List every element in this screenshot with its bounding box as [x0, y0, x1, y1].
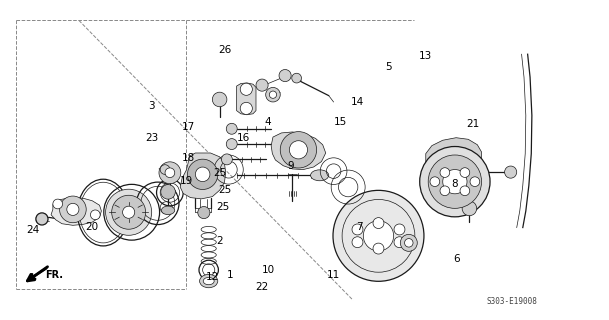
Text: 5: 5	[385, 62, 392, 72]
Text: 18: 18	[181, 153, 195, 164]
Circle shape	[440, 168, 449, 177]
Text: 19: 19	[180, 176, 193, 186]
Polygon shape	[271, 132, 326, 170]
Text: 15: 15	[334, 117, 348, 127]
Ellipse shape	[200, 275, 218, 288]
Text: 13: 13	[419, 52, 432, 61]
Circle shape	[60, 196, 86, 223]
Text: 25: 25	[216, 202, 229, 212]
Circle shape	[195, 167, 210, 182]
Circle shape	[91, 210, 100, 220]
Circle shape	[364, 221, 393, 251]
Circle shape	[352, 237, 363, 248]
Circle shape	[67, 203, 79, 215]
Polygon shape	[236, 83, 256, 115]
Text: 25: 25	[213, 168, 226, 178]
Text: 2: 2	[216, 236, 223, 246]
Text: 9: 9	[288, 161, 295, 171]
Circle shape	[161, 185, 175, 199]
Circle shape	[222, 154, 233, 165]
Circle shape	[122, 206, 135, 218]
Text: 10: 10	[261, 265, 275, 275]
Circle shape	[460, 168, 470, 177]
Circle shape	[470, 177, 480, 187]
Circle shape	[160, 165, 170, 174]
Circle shape	[188, 159, 218, 189]
Circle shape	[352, 224, 363, 235]
Circle shape	[460, 186, 470, 196]
Circle shape	[289, 141, 308, 159]
Text: 11: 11	[327, 270, 340, 280]
Text: 8: 8	[451, 179, 458, 189]
Ellipse shape	[311, 170, 329, 181]
Text: 24: 24	[26, 225, 40, 235]
Text: 23: 23	[145, 133, 158, 143]
Circle shape	[111, 195, 146, 229]
Circle shape	[256, 79, 268, 91]
Text: 21: 21	[466, 119, 480, 129]
Text: 17: 17	[181, 122, 195, 132]
Circle shape	[394, 224, 405, 235]
Circle shape	[462, 201, 477, 216]
Circle shape	[420, 147, 490, 217]
Text: 20: 20	[86, 222, 99, 232]
Text: 16: 16	[238, 133, 250, 143]
Circle shape	[240, 102, 252, 115]
Text: 4: 4	[265, 117, 272, 127]
Circle shape	[266, 87, 280, 102]
Text: 14: 14	[351, 97, 364, 107]
Polygon shape	[51, 197, 101, 225]
Circle shape	[53, 199, 63, 209]
Circle shape	[279, 69, 291, 82]
Polygon shape	[180, 153, 226, 199]
Circle shape	[198, 206, 210, 219]
Circle shape	[430, 177, 440, 187]
Circle shape	[333, 190, 424, 281]
Circle shape	[443, 170, 467, 194]
Circle shape	[400, 234, 417, 251]
Text: 1: 1	[227, 270, 234, 280]
Circle shape	[165, 168, 175, 178]
Circle shape	[227, 139, 237, 149]
Circle shape	[213, 92, 227, 107]
Circle shape	[36, 213, 48, 225]
Circle shape	[292, 73, 301, 83]
Text: 7: 7	[356, 222, 362, 232]
Text: S303-E19008: S303-E19008	[487, 297, 537, 306]
Text: 6: 6	[452, 254, 459, 264]
Circle shape	[505, 166, 516, 178]
Text: 25: 25	[218, 185, 231, 195]
Polygon shape	[426, 138, 482, 201]
Circle shape	[404, 239, 413, 247]
Circle shape	[373, 218, 384, 228]
Circle shape	[105, 189, 152, 235]
Circle shape	[159, 162, 181, 184]
Text: FR.: FR.	[45, 270, 63, 280]
Text: 22: 22	[255, 282, 269, 292]
Ellipse shape	[161, 206, 175, 215]
Text: 3: 3	[149, 101, 155, 111]
Circle shape	[280, 132, 317, 168]
Circle shape	[373, 243, 384, 254]
Text: 12: 12	[206, 272, 219, 282]
Circle shape	[240, 83, 252, 95]
Circle shape	[428, 155, 482, 208]
Circle shape	[394, 237, 405, 248]
Text: 26: 26	[218, 45, 231, 55]
Circle shape	[269, 91, 276, 98]
Ellipse shape	[203, 277, 214, 285]
Circle shape	[440, 186, 449, 196]
Circle shape	[227, 123, 237, 134]
